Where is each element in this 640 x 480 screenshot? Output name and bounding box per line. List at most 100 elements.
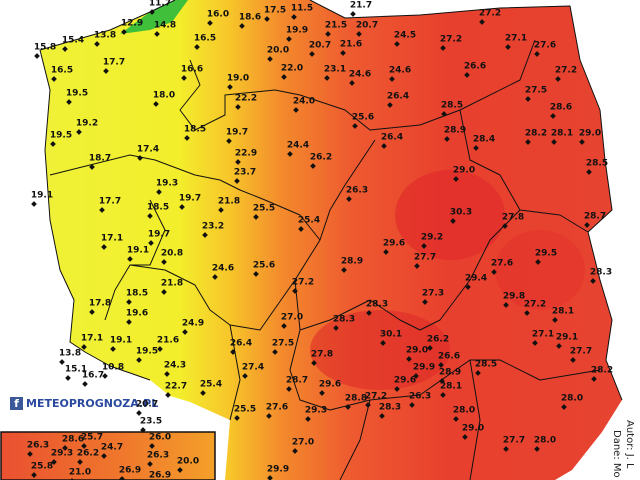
station-dot (226, 138, 232, 144)
station-dot (239, 23, 245, 29)
station-value: 28.3 (379, 403, 401, 413)
station-dot (161, 259, 167, 265)
station-value: 13.8 (59, 349, 81, 359)
station-dot (66, 99, 72, 105)
station-value: 21.0 (69, 468, 91, 478)
station-value: 26.3 (409, 392, 431, 402)
station-value: 24.4 (287, 141, 309, 151)
station-value: 28.9 (341, 257, 363, 267)
station-dot (235, 104, 241, 110)
station-dot (184, 135, 190, 141)
station-value: 20.7 (136, 400, 158, 410)
station-dot (324, 75, 330, 81)
station-value: 29.0 (406, 346, 428, 356)
station-dot (552, 317, 558, 323)
station-dot (179, 204, 185, 210)
station-value: 29.0 (453, 166, 475, 176)
station-dot (103, 68, 109, 74)
station-value: 27.6 (534, 41, 556, 51)
station-dot (212, 274, 218, 280)
station-dot (164, 371, 170, 377)
station-value: 23.1 (324, 65, 346, 75)
station-value: 28.8 (345, 394, 367, 404)
station-value: 20.0 (177, 457, 199, 467)
station-value: 24.7 (101, 443, 123, 453)
station-dot (439, 378, 445, 384)
station-dot (286, 386, 292, 392)
station-dot (182, 329, 188, 335)
station-value: 28.2 (591, 366, 613, 376)
station-dot (479, 19, 485, 25)
station-value: 29.3 (51, 449, 73, 459)
station-value: 27.7 (570, 347, 592, 357)
station-dot (153, 101, 159, 107)
station-dot (550, 113, 556, 119)
border (39, 49, 151, 381)
border (49, 139, 376, 241)
station-value: 28.0 (453, 406, 475, 416)
station-dot (287, 151, 293, 157)
station-dot (267, 475, 273, 480)
green-coast (120, 0, 188, 34)
station-value: 29.6 (319, 380, 341, 390)
station-value: 17.5 (264, 6, 286, 16)
station-value: 11.7 (149, 0, 171, 9)
station-value: 19.1 (31, 191, 53, 201)
station-dot (379, 413, 385, 419)
station-value: 27.1 (505, 34, 527, 44)
station-value: 17.7 (103, 58, 125, 68)
station-dot (406, 356, 412, 362)
station-value: 25.6 (253, 261, 275, 271)
station-value: 26.6 (464, 62, 486, 72)
station-dot (525, 96, 531, 102)
station-dot (427, 345, 433, 351)
station-dot (345, 404, 351, 410)
station-dot (444, 136, 450, 142)
logo-text: METEOPROGNOZA.PL (26, 397, 158, 410)
station-dot (177, 467, 183, 473)
station-value: 27.5 (525, 86, 547, 96)
credit-data: Dane: Mo (611, 430, 622, 478)
station-dot (101, 244, 107, 250)
station-dot (579, 139, 585, 145)
station-dot (65, 375, 71, 381)
station-value: 28.1 (551, 129, 573, 139)
station-dot (81, 443, 87, 449)
hot-zone (310, 310, 450, 390)
station-value: 15.4 (62, 36, 84, 46)
station-dot (453, 416, 459, 422)
station-labels: 11.7 16.0 18.617.5 11.5 27.2 12.9 14.8 13.8 15.4… (27, 0, 613, 480)
station-value: 24.6 (349, 70, 371, 80)
station-value: 27.3 (422, 289, 444, 299)
station-value: 27.2 (555, 66, 577, 76)
station-value: 29.0 (579, 129, 601, 139)
station-dot (292, 288, 298, 294)
station-value: 27.2 (479, 9, 501, 19)
station-dot (126, 299, 132, 305)
station-value: 26.3 (346, 186, 368, 196)
station-dot (551, 139, 557, 145)
station-value: 27.0 (281, 313, 303, 323)
station-value: 26.4 (387, 92, 409, 102)
station-dot (555, 76, 561, 82)
station-dot (453, 176, 459, 182)
station-dot (230, 349, 236, 355)
station-dot (503, 446, 509, 452)
station-value: 26.2 (310, 153, 332, 163)
station-dot (77, 459, 83, 465)
station-value: 21.6 (340, 40, 362, 50)
station-value: 17.8 (89, 299, 111, 309)
station-dot (561, 404, 567, 410)
station-dot (532, 340, 538, 346)
station-value: 19.0 (227, 74, 249, 84)
station-dot (242, 373, 248, 379)
station-dot (227, 84, 233, 90)
station-dot (234, 415, 240, 421)
station-value: 26.2 (427, 335, 449, 345)
station-value: 26.4 (381, 133, 403, 143)
station-value: 29.5 (535, 249, 557, 259)
station-dot (422, 299, 428, 305)
station-value: 19.1 (110, 336, 132, 346)
station-value: 30.3 (450, 208, 472, 218)
station-value: 26.3 (27, 441, 49, 451)
